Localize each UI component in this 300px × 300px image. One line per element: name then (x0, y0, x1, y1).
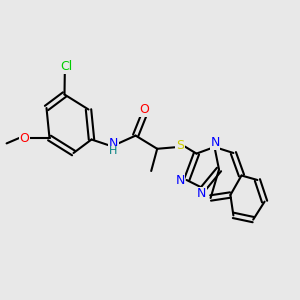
Text: N: N (109, 137, 118, 150)
Text: Cl: Cl (61, 60, 73, 73)
Text: O: O (20, 131, 29, 145)
Text: N: N (175, 174, 185, 187)
Text: N: N (210, 136, 220, 149)
Text: H: H (109, 146, 118, 156)
Text: S: S (176, 139, 184, 152)
Text: N: N (197, 187, 207, 200)
Text: O: O (140, 103, 149, 116)
